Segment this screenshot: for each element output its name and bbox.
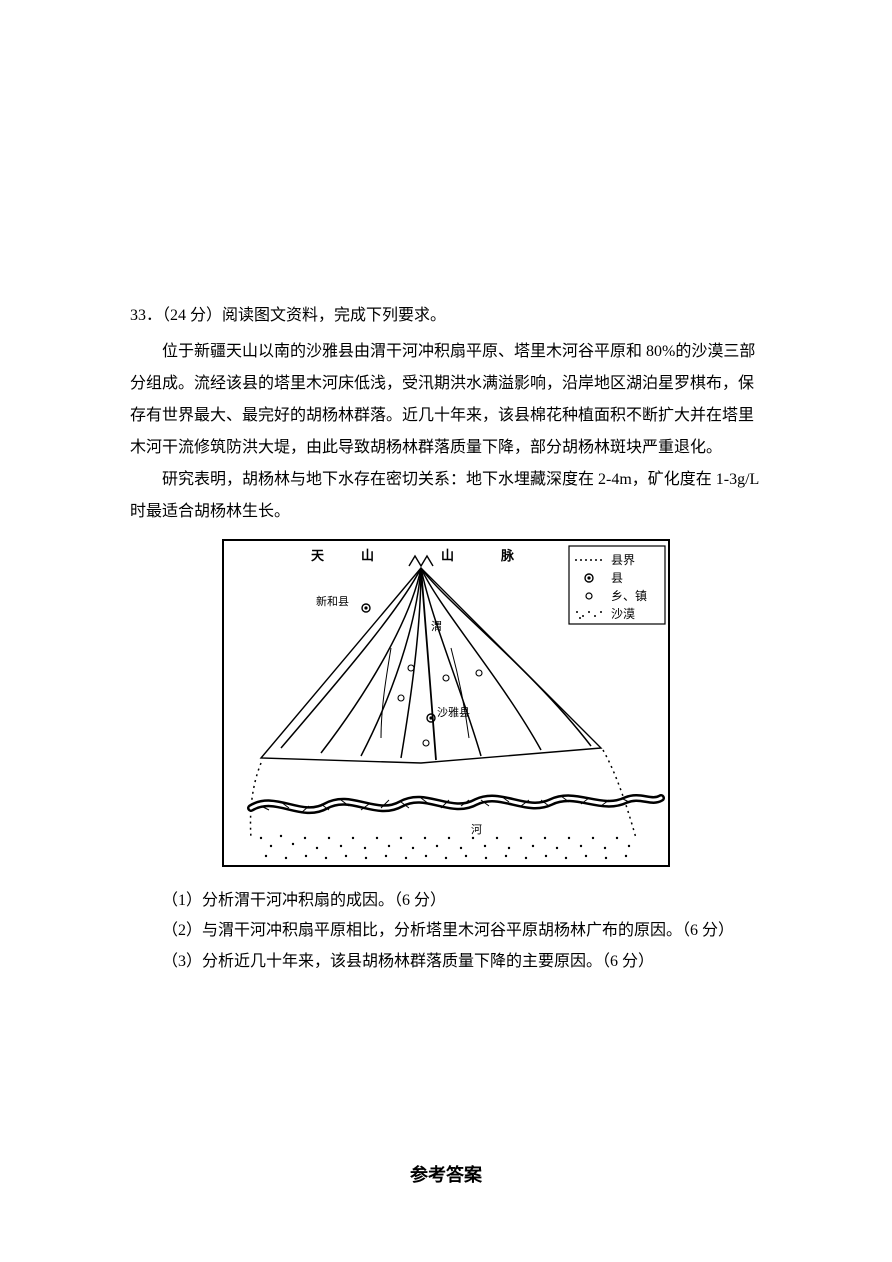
- xinhe-label: 新和县: [316, 594, 349, 608]
- desert-dots: [260, 835, 630, 859]
- question-number: 33．: [130, 307, 162, 324]
- map-title-char-4: 脉: [500, 548, 515, 563]
- sub-question-1: （1）分析渭干河冲积扇的成因。（6 分）: [130, 886, 762, 916]
- legend-desert-label: 沙漠: [611, 607, 635, 621]
- sub-question-2: （2）与渭干河冲积扇平原相比，分析塔里木河谷平原胡杨林广布的原因。（6 分）: [130, 916, 762, 946]
- legend-town-label: 乡、镇: [611, 589, 647, 603]
- xinhe-county-marker: 新和县: [316, 594, 370, 612]
- question-prompt: 阅读图文资料，完成下列要求。: [222, 307, 446, 324]
- tarim-river-label: 河: [471, 823, 482, 836]
- question-points: （24 分）: [162, 307, 222, 324]
- mountain-peaks: [409, 556, 433, 566]
- tarim-river: [251, 796, 661, 813]
- map-svg: 天 山 山 脉 县界 县 乡、镇 沙漠: [221, 538, 671, 868]
- legend-county-label: 县: [611, 571, 623, 585]
- wei-river-label: 渭: [431, 620, 442, 633]
- legend-boundary-label: 县界: [611, 553, 635, 567]
- map-title-char-1: 天: [311, 548, 325, 563]
- sub-question-3: （3）分析近几十年来，该县胡杨林群落质量下降的主要原因。（6 分）: [130, 947, 762, 977]
- town-markers: [398, 665, 482, 746]
- question-paragraph-1: 位于新疆天山以南的沙雅县由渭干河冲积扇平原、塔里木河谷平原和 80%的沙漠三部分…: [130, 336, 762, 464]
- map-title-char-2: 山: [361, 548, 374, 563]
- boundary-right: [603, 750, 636, 838]
- alluvial-fan: [261, 568, 601, 763]
- map-legend: 县界 县 乡、镇 沙漠: [569, 546, 665, 624]
- question-header: 33．（24 分）阅读图文资料，完成下列要求。: [130, 300, 762, 332]
- shaya-label: 沙雅县: [437, 705, 470, 719]
- answer-key-heading: 参考答案: [130, 1157, 762, 1193]
- map-figure: 天 山 山 脉 县界 县 乡、镇 沙漠: [130, 538, 762, 880]
- map-title-char-3: 山: [441, 548, 454, 563]
- question-paragraph-2: 研究表明，胡杨林与地下水存在密切关系：地下水埋藏深度在 2‐4m，矿化度在 1‐…: [130, 464, 762, 528]
